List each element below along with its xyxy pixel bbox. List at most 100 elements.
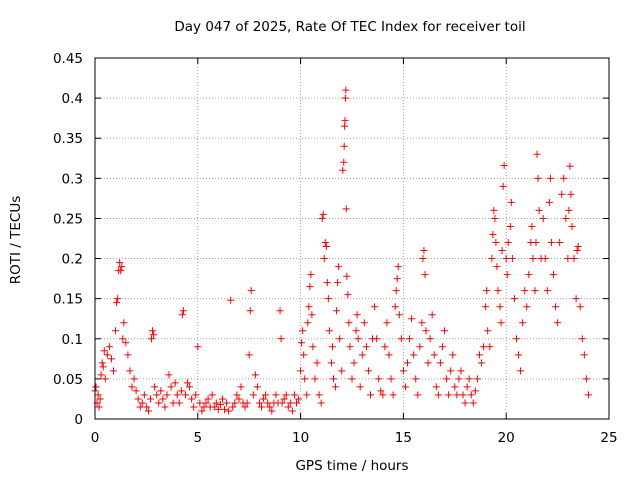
- data-point: [103, 351, 111, 359]
- data-point: [549, 271, 557, 279]
- data-point: [216, 401, 224, 409]
- data-point: [188, 395, 196, 403]
- data-point: [245, 351, 253, 359]
- data-point: [521, 287, 529, 295]
- data-point: [204, 395, 212, 403]
- data-point: [181, 391, 189, 399]
- data-point: [445, 391, 453, 399]
- data-point: [465, 375, 473, 383]
- data-point: [525, 271, 533, 279]
- y-tick-label: 0.35: [53, 131, 83, 147]
- data-point: [523, 303, 531, 311]
- data-point: [489, 230, 497, 238]
- data-point: [515, 351, 523, 359]
- data-point: [229, 403, 237, 411]
- data-point: [556, 239, 564, 247]
- data-point: [498, 247, 506, 255]
- data-point: [338, 367, 346, 375]
- data-point: [151, 383, 159, 391]
- data-point: [288, 407, 296, 415]
- data-point: [533, 150, 541, 158]
- data-point: [562, 214, 570, 222]
- data-point: [350, 359, 358, 367]
- data-point: [148, 335, 156, 343]
- data-points: [91, 86, 592, 415]
- y-tick-label: 0.15: [53, 292, 83, 308]
- data-point: [340, 142, 348, 150]
- data-point: [345, 319, 353, 327]
- data-point: [140, 391, 148, 399]
- data-point: [560, 174, 568, 182]
- data-point: [572, 295, 580, 303]
- x-tick-label: 0: [91, 430, 100, 446]
- data-point: [531, 287, 539, 295]
- data-point: [394, 263, 402, 271]
- data-point: [335, 263, 343, 271]
- data-point: [517, 367, 525, 375]
- data-point: [260, 395, 268, 403]
- data-point: [543, 287, 551, 295]
- data-point: [493, 263, 501, 271]
- data-point: [343, 272, 351, 280]
- data-point: [292, 399, 300, 407]
- data-point: [116, 259, 124, 267]
- data-point: [136, 403, 144, 411]
- data-point: [130, 375, 138, 383]
- data-point: [578, 335, 586, 343]
- data-point: [295, 395, 303, 403]
- x-tick-label: 20: [498, 430, 515, 446]
- data-point: [341, 117, 349, 125]
- data-point: [97, 371, 105, 379]
- data-point: [377, 387, 385, 395]
- data-point: [303, 391, 311, 399]
- data-point: [309, 343, 317, 351]
- x-tick-label: 25: [600, 430, 617, 446]
- x-tick-label: 15: [395, 430, 412, 446]
- data-point: [499, 182, 507, 190]
- data-point: [214, 405, 222, 413]
- data-point: [157, 387, 165, 395]
- data-point: [504, 239, 512, 247]
- data-point: [99, 363, 107, 371]
- data-point: [421, 271, 429, 279]
- data-point: [184, 379, 192, 387]
- data-point: [105, 343, 113, 351]
- data-point: [171, 379, 179, 387]
- data-point: [580, 351, 588, 359]
- data-point: [138, 399, 146, 407]
- data-point: [547, 239, 555, 247]
- data-point: [508, 255, 516, 263]
- data-point: [120, 319, 128, 327]
- data-point: [124, 351, 132, 359]
- data-point: [192, 391, 200, 399]
- data-point: [389, 391, 397, 399]
- data-point: [167, 383, 175, 391]
- data-point: [534, 174, 542, 182]
- data-point: [392, 287, 400, 295]
- data-point: [441, 327, 449, 335]
- data-point: [223, 399, 231, 407]
- data-point: [574, 243, 582, 251]
- data-point: [497, 319, 505, 327]
- data-point: [576, 303, 584, 311]
- data-point: [328, 343, 336, 351]
- data-point: [566, 162, 574, 170]
- axis-ticks: 0 5 10 15 20 25 0 0.05 0.1 0.15 0.2 0.25 0.3 0.35 0.4 0…: [53, 51, 618, 446]
- data-point: [426, 335, 434, 343]
- data-point: [383, 319, 391, 327]
- data-point: [478, 359, 486, 367]
- data-point: [305, 303, 313, 311]
- data-point: [218, 395, 226, 403]
- data-point: [438, 343, 446, 351]
- data-point: [126, 367, 134, 375]
- data-point: [280, 395, 288, 403]
- x-tick-label: 10: [292, 430, 309, 446]
- data-point: [276, 307, 284, 315]
- data-point: [198, 407, 206, 415]
- data-point: [457, 367, 465, 375]
- data-point: [344, 291, 352, 299]
- data-point: [459, 391, 467, 399]
- data-point: [210, 403, 218, 411]
- data-point: [100, 347, 108, 355]
- data-point: [488, 255, 496, 263]
